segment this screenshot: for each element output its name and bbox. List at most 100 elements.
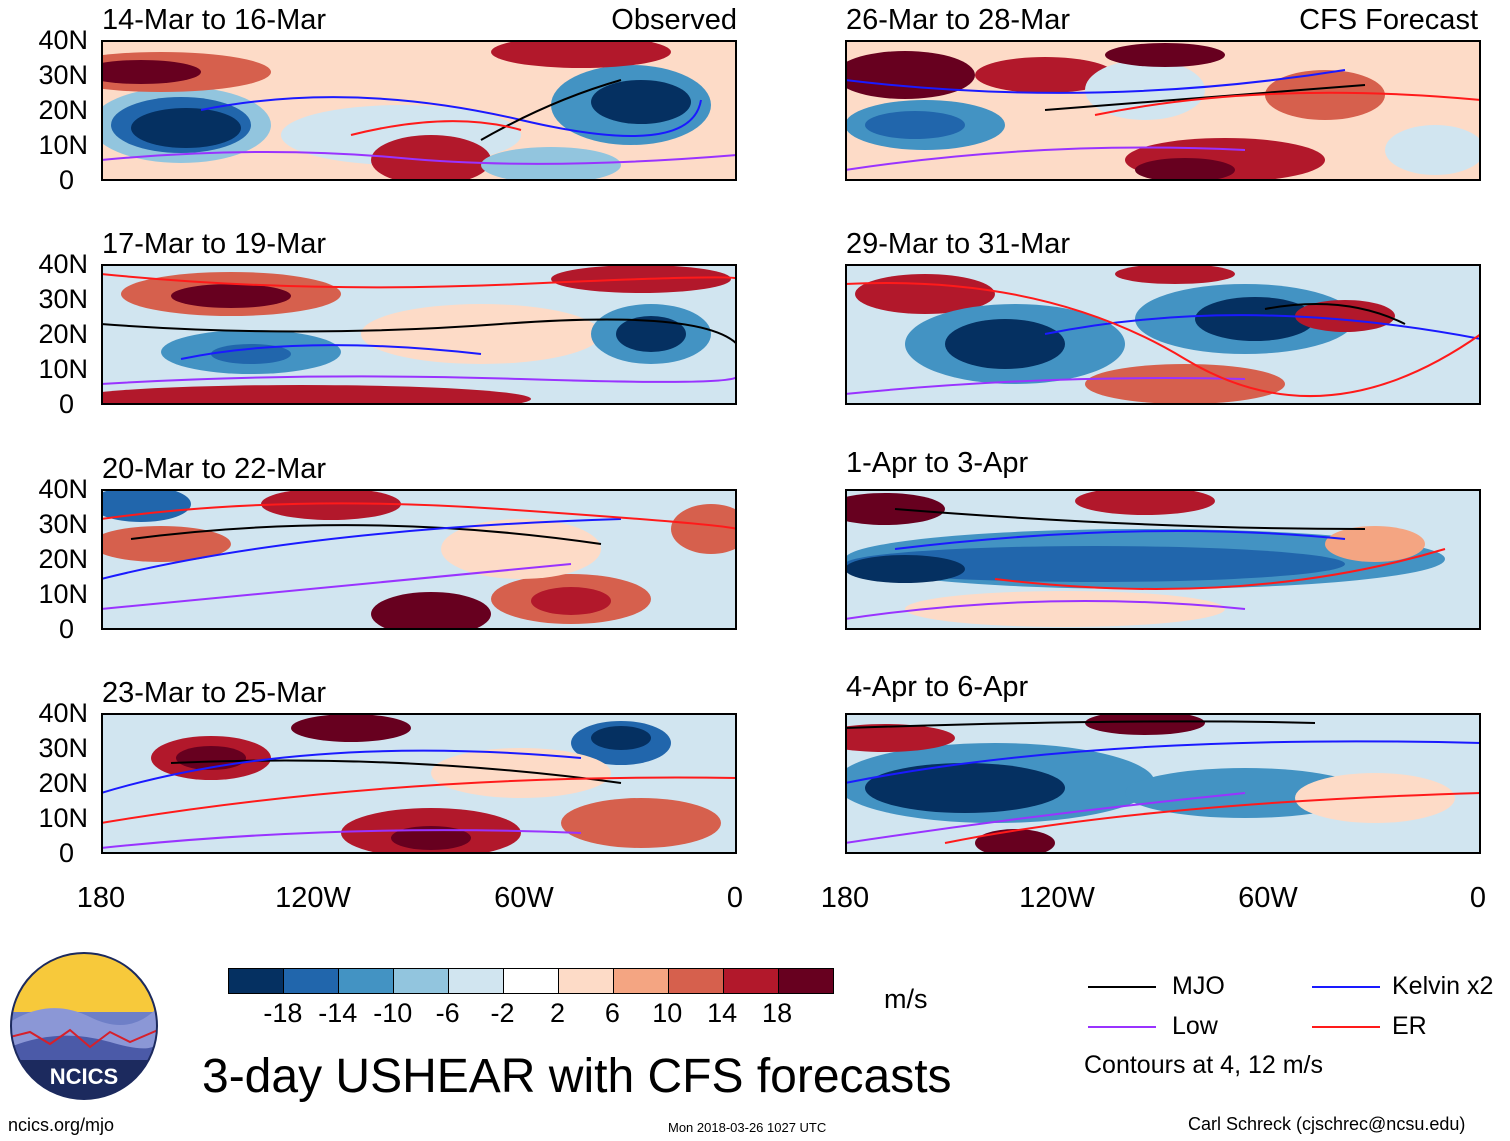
y-label: 30N	[38, 284, 88, 314]
y-label: 30N	[38, 60, 88, 90]
colorbar-tick-label: 6	[604, 998, 620, 1028]
colorbar-tick-label: 10	[652, 998, 683, 1028]
y-label: 40N	[38, 25, 88, 55]
y-label: 40N	[38, 249, 88, 279]
y-label: 40N	[38, 698, 88, 728]
panel-title-6: 29-Mar to 31-Mar	[846, 228, 1071, 260]
panel-frame	[101, 40, 737, 181]
map-panel-8	[845, 713, 1481, 854]
map-panel-1	[101, 40, 737, 181]
units-label: m/s	[884, 984, 928, 1014]
shear-field	[101, 489, 737, 630]
legend-label-kelvin: Kelvin x2	[1392, 972, 1494, 1000]
y-label: 0	[58, 838, 74, 868]
map-panel-5	[845, 40, 1481, 181]
x-label: 0	[726, 882, 744, 914]
y-label: 10N	[38, 579, 88, 609]
colorbar-segment	[559, 969, 614, 993]
x-label: 60W	[494, 882, 554, 914]
panel-title-8: 4-Apr to 6-Apr	[846, 671, 1029, 703]
panel-frame	[845, 40, 1481, 181]
legend-line-er	[1312, 1026, 1380, 1028]
colorbar-segment	[724, 969, 779, 993]
y-label: 10N	[38, 130, 88, 160]
x-label: 120W	[275, 882, 351, 914]
colorbar-tick-label: -14	[318, 998, 358, 1028]
y-label: 20N	[38, 544, 88, 574]
contour-note: Contours at 4, 12 m/s	[1084, 1051, 1324, 1079]
y-label: 10N	[38, 803, 88, 833]
y-label: 20N	[38, 319, 88, 349]
panel-title-3: 20-Mar to 22-Mar	[102, 453, 327, 485]
colorbar-segment	[284, 969, 339, 993]
panel-frame	[845, 713, 1481, 854]
colorbar-tick-label: -18	[263, 998, 303, 1028]
ncics-logo: NCICS	[10, 952, 158, 1100]
legend-line-mjo	[1088, 986, 1156, 988]
footer-timestamp: Mon 2018-03-26 1027 UTC	[668, 1120, 827, 1135]
panel-label-observed: Observed	[611, 4, 737, 36]
panel-frame	[101, 264, 737, 405]
colorbar-segment	[669, 969, 724, 993]
footer-author: Carl Schreck (cjschrec@ncsu.edu)	[1188, 1114, 1466, 1134]
map-panel-4	[101, 713, 737, 854]
colorbar	[228, 968, 834, 994]
panel-title-7: 1-Apr to 3-Apr	[846, 447, 1029, 479]
y-label: 30N	[38, 509, 88, 539]
shear-field	[101, 713, 737, 854]
panel-title-1: 14-Mar to 16-Mar	[102, 4, 327, 36]
legend-label-low: Low	[1172, 1012, 1218, 1040]
shear-field	[101, 40, 737, 181]
panel-title-2: 17-Mar to 19-Mar	[102, 228, 327, 260]
panel-frame	[101, 713, 737, 854]
x-label: 180	[76, 882, 126, 914]
colorbar-tick-label: -2	[490, 998, 515, 1028]
shear-field	[845, 489, 1481, 630]
shear-field	[101, 264, 737, 405]
map-panel-2	[101, 264, 737, 405]
colorbar-segment	[614, 969, 669, 993]
map-panel-3	[101, 489, 737, 630]
legend-label-mjo: MJO	[1172, 972, 1225, 1000]
shear-field	[845, 40, 1481, 181]
x-label: 60W	[1238, 882, 1298, 914]
map-panel-7	[845, 489, 1481, 630]
x-label: 180	[820, 882, 870, 914]
y-label: 0	[58, 389, 74, 419]
legend-line-kelvin	[1312, 986, 1380, 988]
colorbar-tick-label: -10	[373, 998, 413, 1028]
legend-line-low	[1088, 1026, 1156, 1028]
colorbar-segment	[504, 969, 559, 993]
x-label: 120W	[1019, 882, 1095, 914]
shear-field	[845, 713, 1481, 854]
y-label: 10N	[38, 354, 88, 384]
shear-field	[845, 264, 1481, 405]
colorbar-segment	[339, 969, 394, 993]
y-label: 30N	[38, 733, 88, 763]
logo-text: NCICS	[50, 1064, 118, 1089]
colorbar-tick-label: 18	[762, 998, 793, 1028]
y-label: 40N	[38, 474, 88, 504]
panel-frame	[845, 264, 1481, 405]
y-label: 0	[58, 614, 74, 644]
y-label: 20N	[38, 768, 88, 798]
colorbar-tick-label: 14	[707, 998, 738, 1028]
colorbar-tick-label: -6	[435, 998, 460, 1028]
colorbar-segment	[449, 969, 504, 993]
legend-label-er: ER	[1392, 1012, 1427, 1040]
y-label: 20N	[38, 95, 88, 125]
colorbar-tick-label: 2	[549, 998, 565, 1028]
colorbar-segment	[779, 969, 833, 993]
panel-title-4: 23-Mar to 25-Mar	[102, 677, 327, 709]
y-label: 0	[58, 165, 74, 195]
panel-frame	[845, 489, 1481, 630]
figure-title: 3-day USHEAR with CFS forecasts	[202, 1050, 952, 1103]
panel-frame	[101, 489, 737, 630]
colorbar-segment	[229, 969, 284, 993]
x-label: 0	[1469, 882, 1487, 914]
panel-title-5: 26-Mar to 28-Mar	[846, 4, 1071, 36]
colorbar-segment	[394, 969, 449, 993]
footer-url: ncics.org/mjo	[8, 1115, 115, 1135]
panel-label-cfs-forecast: CFS Forecast	[1299, 4, 1478, 36]
map-panel-6	[845, 264, 1481, 405]
